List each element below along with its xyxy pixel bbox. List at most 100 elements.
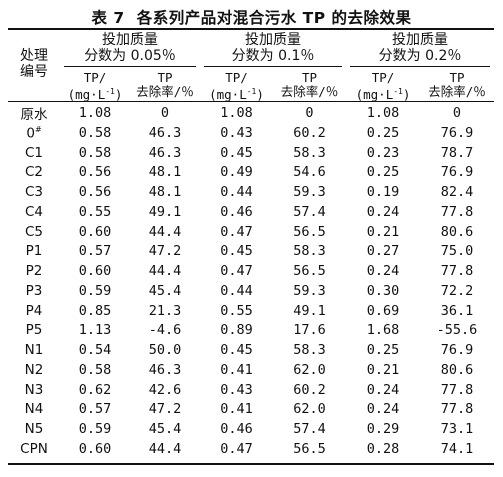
tp-cell: 0.21 xyxy=(346,222,420,242)
tp-cell: 0.23 xyxy=(346,143,420,163)
removal-cell: 59.3 xyxy=(273,182,346,202)
removal-cell: 17.6 xyxy=(273,321,346,341)
row-label: 原水 xyxy=(8,103,60,123)
tp-header-g3-line1: TP/ xyxy=(346,71,420,85)
row-label: C5 xyxy=(8,222,60,242)
tp-cell: 0.56 xyxy=(60,182,130,202)
removal-cell: 80.6 xyxy=(420,360,494,380)
tp-cell: 1.13 xyxy=(60,321,130,341)
tp-cell: 1.08 xyxy=(200,103,273,123)
removal-cell: 49.1 xyxy=(130,202,200,222)
row-header: 处理 编号 xyxy=(8,48,60,80)
tp-header-g1-line1: TP/ xyxy=(60,71,130,85)
removal-header-g3: TP 去除率/％ xyxy=(420,71,494,99)
tp-cell: 0.47 xyxy=(200,222,273,242)
removal-header-g3-line1: TP xyxy=(420,71,494,85)
removal-cell: 44.4 xyxy=(130,261,200,281)
removal-cell: 45.4 xyxy=(130,419,200,439)
row-header-line1: 处理 xyxy=(8,48,60,64)
removal-cell: 77.8 xyxy=(420,202,494,222)
removal-cell: 46.3 xyxy=(130,123,200,143)
table-row: N2 0.58 46.3 0.41 62.0 0.21 80.6 xyxy=(8,360,494,380)
table-row: C3 0.56 48.1 0.44 59.3 0.19 82.4 xyxy=(8,182,494,202)
tp-cell: 0.59 xyxy=(60,419,130,439)
removal-cell: 0 xyxy=(130,103,200,123)
group-rule-2 xyxy=(204,66,342,67)
row-label: P1 xyxy=(8,242,60,262)
table-row: C2 0.56 48.1 0.49 54.6 0.25 76.9 xyxy=(8,163,494,183)
removal-header-g2: TP 去除率/％ xyxy=(273,71,346,99)
tp-cell: 0.46 xyxy=(200,202,273,222)
tp-cell: 0.55 xyxy=(200,301,273,321)
row-label: C1 xyxy=(8,143,60,163)
tp-header-g2-line1: TP/ xyxy=(200,71,273,85)
row-label: P2 xyxy=(8,261,60,281)
data-table: 原水 1.08 0 1.08 0 1.08 0 0# 0.58 46.3 0.43 60.2 0.25 7… xyxy=(8,103,494,459)
tp-cell: 0.41 xyxy=(200,360,273,380)
tp-cell: 0.49 xyxy=(200,163,273,183)
removal-cell: -4.6 xyxy=(130,321,200,341)
row-label: N2 xyxy=(8,360,60,380)
removal-cell: 56.5 xyxy=(273,439,346,459)
removal-cell: 72.2 xyxy=(420,281,494,301)
removal-cell: 80.6 xyxy=(420,222,494,242)
tp-cell: 0.24 xyxy=(346,400,420,420)
tp-cell: 0.29 xyxy=(346,419,420,439)
removal-cell: 46.3 xyxy=(130,360,200,380)
tp-cell: 0.45 xyxy=(200,340,273,360)
tp-cell: 1.08 xyxy=(346,103,420,123)
group-header-1-line1: 投加质量 xyxy=(60,32,200,48)
tp-cell: 0.30 xyxy=(346,281,420,301)
tp-header-g3-unit: (mg·L-1) xyxy=(346,85,420,102)
row-label: P4 xyxy=(8,301,60,321)
removal-cell: 44.4 xyxy=(130,439,200,459)
removal-cell: 59.3 xyxy=(273,281,346,301)
group-header-2-line1: 投加质量 xyxy=(200,32,346,48)
removal-cell: 74.1 xyxy=(420,439,494,459)
row-label: P3 xyxy=(8,281,60,301)
removal-cell: 60.2 xyxy=(273,123,346,143)
table-row: 原水 1.08 0 1.08 0 1.08 0 xyxy=(8,103,494,123)
removal-header-g1: TP 去除率/％ xyxy=(130,71,200,99)
removal-header-g1-line1: TP xyxy=(130,71,200,85)
removal-cell: 54.6 xyxy=(273,163,346,183)
tp-cell: 0.44 xyxy=(200,182,273,202)
removal-cell: 62.0 xyxy=(273,360,346,380)
tp-cell: 0.44 xyxy=(200,281,273,301)
removal-cell: 77.8 xyxy=(420,261,494,281)
table-row: N4 0.57 47.2 0.41 62.0 0.24 77.8 xyxy=(8,400,494,420)
tp-cell: 0.24 xyxy=(346,261,420,281)
removal-cell: 42.6 xyxy=(130,380,200,400)
tp-cell: 0.57 xyxy=(60,242,130,262)
tp-cell: 0.45 xyxy=(200,143,273,163)
removal-cell: 60.2 xyxy=(273,380,346,400)
group-header-3-line1: 投加质量 xyxy=(346,32,494,48)
removal-cell: 75.0 xyxy=(420,242,494,262)
header-rule xyxy=(8,101,494,102)
group-header-1-line2: 分数为 0.05％ xyxy=(60,48,200,64)
tp-cell: 0.47 xyxy=(200,261,273,281)
table-row: C1 0.58 46.3 0.45 58.3 0.23 78.7 xyxy=(8,143,494,163)
table-row: N5 0.59 45.4 0.46 57.4 0.29 73.1 xyxy=(8,419,494,439)
row-label: N1 xyxy=(8,340,60,360)
removal-cell: 56.5 xyxy=(273,222,346,242)
tp-header-g2: TP/ (mg·L-1) xyxy=(200,71,273,102)
removal-header-g2-line2: 去除率/％ xyxy=(273,85,346,99)
removal-cell: 36.1 xyxy=(420,301,494,321)
tp-header-g1: TP/ (mg·L-1) xyxy=(60,71,130,102)
group-rule-1 xyxy=(64,66,196,67)
removal-cell: 48.1 xyxy=(130,163,200,183)
tp-cell: 0.25 xyxy=(346,340,420,360)
group-rule-3 xyxy=(350,66,490,67)
tp-cell: 1.68 xyxy=(346,321,420,341)
tp-header-g1-unit: (mg·L-1) xyxy=(60,85,130,102)
tp-cell: 0.69 xyxy=(346,301,420,321)
table-row: P4 0.85 21.3 0.55 49.1 0.69 36.1 xyxy=(8,301,494,321)
row-label: 0# xyxy=(8,123,60,143)
group-header-2: 投加质量 分数为 0.1％ xyxy=(200,32,346,64)
tp-cell: 0.55 xyxy=(60,202,130,222)
row-label: C4 xyxy=(8,202,60,222)
row-label: P5 xyxy=(8,321,60,341)
table-row: C5 0.60 44.4 0.47 56.5 0.21 80.6 xyxy=(8,222,494,242)
row-label: C3 xyxy=(8,182,60,202)
